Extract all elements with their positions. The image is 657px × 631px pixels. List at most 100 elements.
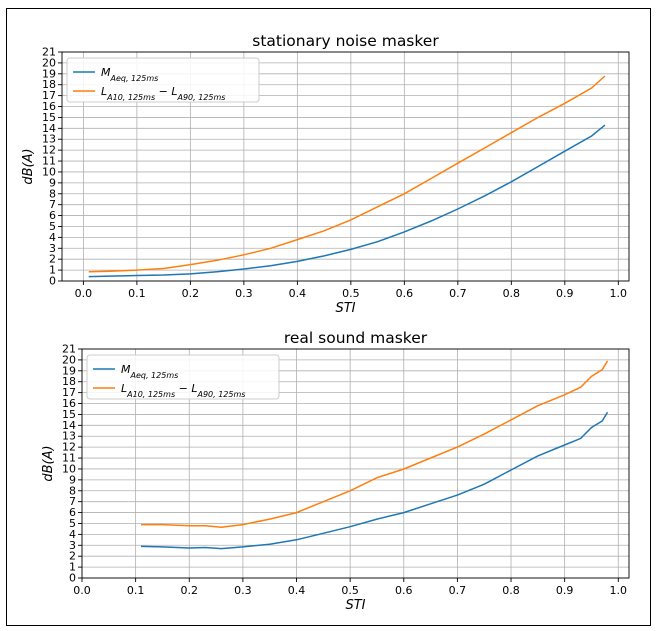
legend-symbol: − [175,382,191,395]
y-tick-label: 3 [69,539,76,552]
x-tick-label: 0.0 [73,584,91,597]
x-tick-label: 0.2 [182,287,200,300]
y-tick-label: 5 [69,517,76,530]
y-tick-label: 0 [69,572,76,585]
series-line-1 [88,124,606,278]
plot-area-border [61,51,630,282]
legend-subscript: A90, 125ms [196,390,245,399]
y-tick-label: 12 [62,441,76,454]
y-tick-label: 15 [42,111,56,124]
legend-subscript: A10, 125ms [106,93,155,102]
y-tick-label: 4 [49,231,56,244]
y-tick-label: 8 [69,484,76,497]
x-tick-label: 0.1 [128,287,146,300]
chart-panel-2: 0.0 0.1 0.2 0.3 0.4 0.5 0.6 0.7 0.8 0.9 1.00123456… [41,329,630,613]
y-tick-label: 1 [69,561,76,574]
chart-title: stationary noise masker [252,32,439,50]
y-tick-label: 2 [49,253,56,266]
legend-subscript: Aeq, 125ms [130,371,179,380]
x-tick-label: 0.7 [449,287,467,300]
y-tick-label: 18 [62,375,76,388]
x-tick-label: 0.0 [75,287,93,300]
y-tick-label: 1 [49,264,56,277]
chart-panel-1: 0.0 0.1 0.2 0.3 0.4 0.5 0.6 0.7 0.8 0.9 1.00123456… [21,32,630,316]
series-line-2 [88,75,606,273]
legend-symbol: L [171,85,177,98]
y-tick-label: 13 [42,133,56,146]
y-tick-label: 20 [42,56,56,69]
legend-label-1: MAeq, 125ms [101,66,158,83]
legend-symbol: − [155,85,171,98]
y-tick-label: 17 [42,89,56,102]
y-tick-label: 16 [62,397,76,410]
legend-subscript: Aeq, 125ms [110,74,159,83]
legend-label-2: LA10, 125ms − LA90, 125ms [121,382,245,399]
x-tick-label: 0.6 [396,287,414,300]
y-tick-label: 15 [62,408,76,421]
y-tick-label: 2 [69,550,76,563]
x-tick-label: 0.1 [127,584,145,597]
x-tick-label: 0.9 [556,287,574,300]
x-tick-label: 1.0 [610,287,628,300]
x-tick-label: 0.8 [503,287,521,300]
y-tick-label: 13 [62,430,76,443]
x-tick-label: 0.3 [234,584,252,597]
x-tick-label: 0.6 [395,584,413,597]
x-tick-label: 0.9 [556,584,574,597]
x-tick-label: 0.7 [449,584,467,597]
x-tick-label: 1.0 [610,584,628,597]
chart-title: real sound masker [284,329,428,347]
y-tick-label: 9 [69,473,76,486]
y-tick-label: 21 [62,343,76,356]
y-tick-label: 19 [62,364,76,377]
legend-symbol: L [101,85,107,98]
y-tick-label: 3 [49,242,56,255]
x-tick-label: 0.2 [181,584,199,597]
y-tick-label: 11 [42,155,56,168]
legend-box [66,57,260,103]
series-line-1 [140,411,609,550]
legend-symbol: L [121,382,127,395]
y-axis-label: dB(A) [21,148,36,184]
legend-box [86,354,280,400]
x-tick-label: 0.5 [341,584,359,597]
x-axis-label: STI [345,598,365,613]
x-axis-label: STI [335,301,355,316]
x-tick-label: 0.5 [342,287,360,300]
y-tick-label: 16 [42,100,56,113]
figure-frame [6,8,651,626]
y-axis-label: dB(A) [41,445,56,481]
series-line-2 [141,360,609,529]
x-tick-label: 0.3 [235,287,253,300]
y-tick-label: 14 [42,122,56,135]
y-tick-label: 18 [42,78,56,91]
y-tick-label: 6 [69,506,76,519]
y-tick-label: 6 [49,209,56,222]
y-tick-label: 12 [42,144,56,157]
y-tick-label: 8 [49,187,56,200]
y-tick-label: 10 [62,462,76,475]
legend-subscript: A90, 125ms [176,93,225,102]
y-tick-label: 10 [42,165,56,178]
y-tick-label: 9 [49,176,56,189]
y-tick-label: 7 [69,495,76,508]
y-tick-label: 21 [42,46,56,59]
y-tick-label: 17 [62,386,76,399]
y-tick-label: 14 [62,419,76,432]
legend-symbol: L [191,382,197,395]
plot-area-border [81,348,630,579]
legend-label-2: LA10, 125ms − LA90, 125ms [101,85,225,102]
legend-subscript: A10, 125ms [126,390,175,399]
y-tick-label: 5 [49,220,56,233]
x-tick-label: 0.4 [289,287,307,300]
x-tick-label: 0.4 [288,584,306,597]
y-tick-label: 19 [42,67,56,80]
y-tick-label: 0 [49,275,56,288]
y-tick-label: 20 [62,353,76,366]
legend-symbol: M [101,66,111,79]
y-tick-label: 11 [62,452,76,465]
legend-symbol: M [121,363,131,376]
